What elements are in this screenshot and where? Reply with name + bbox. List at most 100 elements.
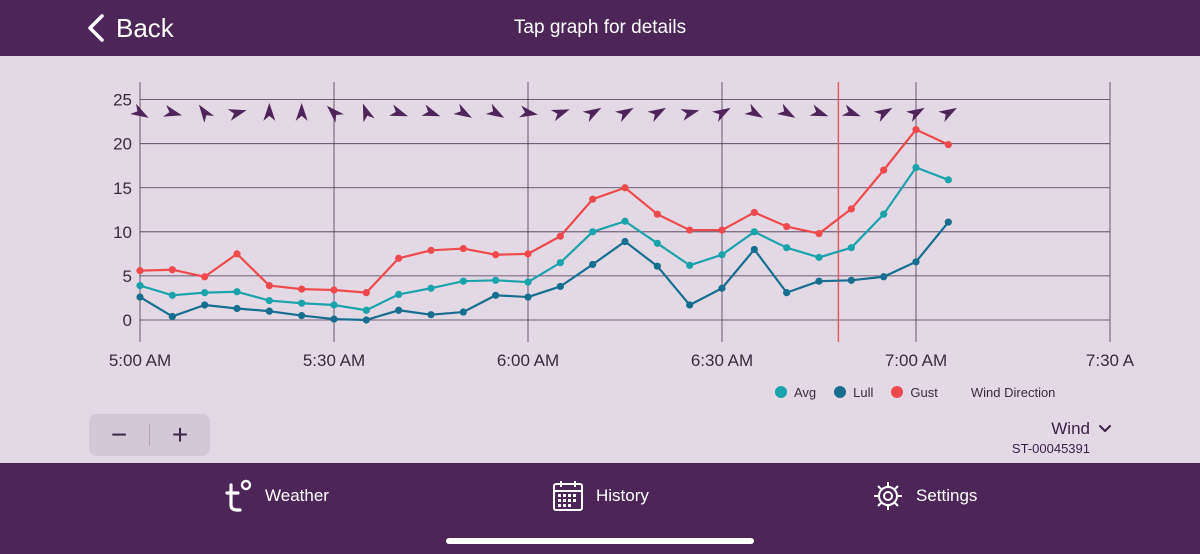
data-point-lull (168, 312, 176, 321)
data-point-lull (847, 276, 855, 284)
data-point-avg (362, 306, 370, 314)
data-point-gust (330, 286, 338, 294)
legend-item-lull: Lull (834, 385, 873, 400)
tab-settings[interactable]: Settings (872, 479, 977, 513)
data-point-avg (912, 163, 920, 172)
sensor-selector[interactable]: Wind ST-00045391 (1012, 419, 1112, 456)
data-point-avg (459, 277, 467, 285)
zoom-control: − + (89, 414, 210, 456)
y-tick-label: 20 (113, 135, 132, 154)
zoom-in-button[interactable]: + (171, 419, 189, 450)
data-point-avg (492, 276, 500, 284)
wind-direction-arrow (906, 107, 925, 123)
data-point-gust (653, 210, 661, 218)
back-label: Back (116, 12, 174, 43)
wind-direction-arrow (362, 103, 375, 123)
top-bar: Back Tap graph for details (0, 0, 1200, 56)
data-point-avg (880, 210, 888, 218)
data-point-lull (265, 307, 273, 315)
home-indicator (446, 538, 754, 544)
wind-direction-arrow (227, 109, 247, 121)
y-tick-label: 25 (113, 91, 132, 110)
wind-direction-arrow (326, 105, 344, 123)
wind-direction-arrow (485, 103, 505, 118)
wind-direction-arrow (198, 104, 215, 123)
data-point-gust (233, 250, 241, 258)
data-point-avg (136, 281, 144, 290)
data-point-avg (944, 176, 952, 184)
data-point-gust (912, 125, 920, 134)
sensor-selector-title: Wind (1051, 419, 1090, 438)
data-point-avg (168, 291, 176, 299)
data-point-avg (653, 239, 661, 247)
data-point-lull (201, 301, 209, 309)
tab-history-label: History (596, 486, 649, 505)
y-tick-label: 10 (113, 223, 132, 242)
tab-weather[interactable]: Weather (225, 479, 329, 513)
data-point-avg (750, 228, 758, 236)
data-point-gust (944, 140, 952, 149)
bottom-tab-bar: Weather History Setting (0, 463, 1200, 554)
data-point-lull (686, 301, 694, 309)
data-point-lull (750, 245, 758, 254)
data-point-avg (783, 244, 791, 252)
gear-icon (874, 482, 902, 510)
data-point-gust (621, 184, 629, 192)
data-point-avg (201, 289, 209, 297)
y-tick-label: 15 (113, 179, 132, 198)
data-point-avg (233, 288, 241, 296)
data-point-gust (265, 281, 273, 290)
data-point-avg (395, 290, 403, 299)
page-title: Tap graph for details (513, 17, 687, 38)
data-point-avg (621, 217, 629, 225)
tab-history[interactable]: History (552, 479, 649, 513)
data-point-lull (880, 273, 888, 281)
y-tick-label: 5 (123, 267, 132, 286)
x-tick-label: 5:30 AM (303, 351, 365, 370)
data-point-avg (265, 296, 273, 305)
zoom-out-button[interactable]: − (110, 419, 128, 450)
data-point-gust (136, 267, 144, 275)
wind-direction-arrow (712, 107, 731, 123)
legend-label-avg: Avg (794, 384, 817, 400)
data-point-avg (298, 299, 306, 307)
back-button[interactable]: Back (86, 8, 174, 48)
data-point-lull (524, 293, 532, 301)
wind-direction-arrow (295, 102, 308, 121)
data-point-gust (815, 229, 823, 238)
y-tick-label: 0 (123, 311, 132, 330)
data-point-lull (815, 277, 823, 285)
data-point-avg (718, 251, 726, 259)
wind-direction-arrow (680, 109, 700, 121)
legend-swatch-avg (775, 386, 787, 398)
data-point-gust (847, 205, 855, 213)
tempest-logo-icon (225, 479, 252, 512)
data-point-lull (589, 260, 597, 269)
legend-label-gust: Gust (910, 384, 938, 400)
data-point-gust (395, 254, 403, 262)
wind-chart[interactable]: 25 20 15 10 5 0 5:00 AM 5:30 AM 6:00 AM 6:30 AM 7:… (0, 56, 1200, 374)
x-tick-label: 6:30 AM (691, 351, 753, 370)
data-point-gust (492, 251, 500, 259)
data-point-avg (556, 259, 564, 267)
legend-swatch-lull (834, 386, 847, 398)
data-point-gust (524, 250, 532, 258)
data-point-gust (556, 232, 564, 240)
wind-direction-arrow (615, 107, 634, 123)
legend-item-gust: Gust (891, 384, 938, 400)
data-point-lull (718, 284, 726, 292)
wind-direction-arrow (938, 107, 957, 123)
data-point-lull (556, 282, 564, 291)
data-point-gust (459, 244, 467, 253)
data-point-lull (783, 289, 791, 297)
data-point-avg (427, 284, 435, 292)
legend-swatch-gust (891, 386, 904, 398)
device-id: ST-00045391 (1011, 441, 1090, 456)
data-point-gust (201, 273, 209, 281)
chevron-left-icon (88, 14, 104, 42)
data-point-gust (298, 285, 306, 293)
wind-direction-arrow (421, 104, 441, 117)
data-point-gust (750, 208, 758, 217)
legend-item-avg: Avg (775, 385, 816, 400)
data-point-gust (783, 222, 791, 231)
